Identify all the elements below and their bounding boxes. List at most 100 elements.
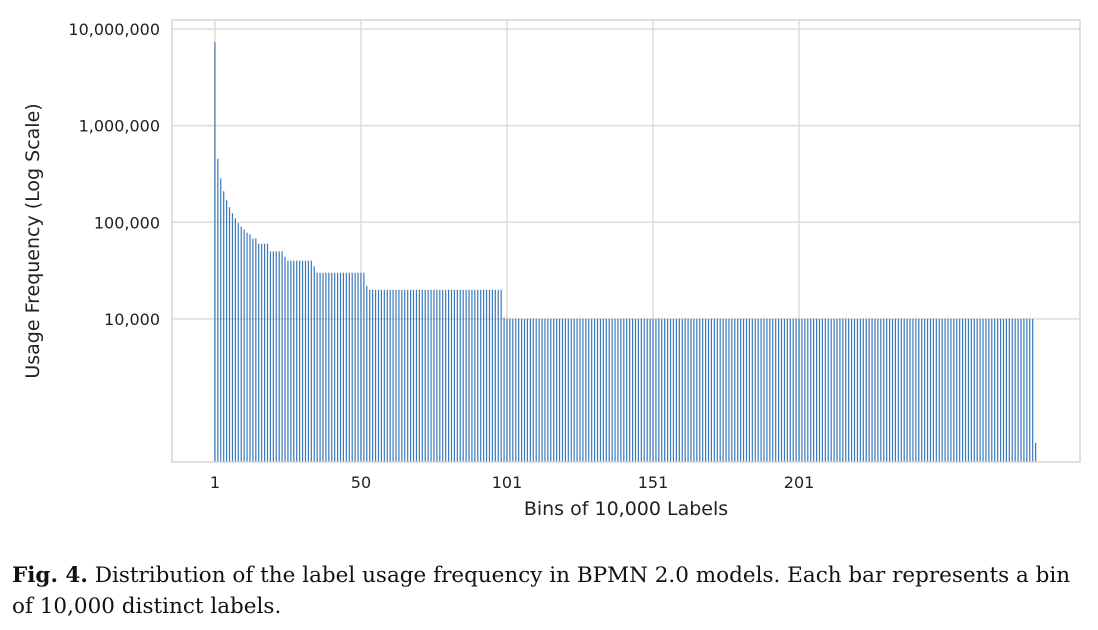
bar-bin-278 (1023, 318, 1025, 462)
y-axis-label: Usage Frequency (Log Scale) (22, 103, 44, 378)
bar-bin-108 (526, 318, 529, 462)
bar-bin-218 (848, 318, 850, 462)
bar-bin-120 (561, 318, 564, 462)
bar-bin-235 (897, 318, 899, 462)
bar-bin-121 (564, 318, 566, 462)
bar-bin-142 (626, 318, 628, 462)
bar-bin-112 (538, 318, 540, 462)
bar-bin-140 (620, 318, 622, 462)
bar-bin-64 (398, 289, 400, 462)
bar-bin-146 (637, 318, 640, 462)
bar-bin-165 (693, 318, 695, 462)
bar-bin-255 (956, 318, 958, 462)
bar-bin-135 (605, 318, 607, 462)
bar-bin-111 (535, 318, 537, 462)
bar-bin-32 (304, 260, 307, 462)
bar-bin-103 (512, 318, 514, 462)
bar-bin-94 (485, 289, 488, 462)
bar-bin-192 (772, 318, 774, 462)
bar-bin-13 (249, 234, 251, 462)
bar-bin-179 (734, 318, 736, 462)
bar-bin-21 (272, 251, 274, 462)
bar-bin-26 (287, 260, 289, 462)
bar-bin-201 (798, 318, 800, 462)
bar-bin-267 (991, 318, 993, 462)
bar-bin-70 (415, 289, 418, 462)
bar-bin-280 (1029, 318, 1031, 462)
bar-bin-96 (491, 289, 493, 462)
bar-bin-123 (570, 318, 572, 462)
bar-bin-223 (862, 318, 864, 462)
bar-bin-29 (296, 260, 298, 462)
bar-bin-76 (433, 289, 435, 462)
bar-bin-246 (929, 318, 932, 462)
bar-bin-167 (699, 318, 701, 462)
bar-bin-63 (395, 289, 397, 462)
bar-bin-181 (740, 318, 742, 462)
bar-bin-141 (623, 318, 625, 462)
bar-bin-55 (372, 289, 374, 462)
bar-bin-115 (547, 318, 549, 462)
bar-bin-176 (725, 318, 727, 462)
y-tick-label: 1,000,000 (79, 117, 160, 136)
bar-bin-199 (792, 318, 794, 462)
bar-bin-79 (442, 289, 444, 462)
bar-bin-231 (886, 318, 888, 462)
bar-bin-65 (401, 289, 403, 462)
bar-bin-162 (684, 318, 686, 462)
bar-bin-220 (853, 318, 856, 462)
x-axis-label: Bins of 10,000 Labels (524, 498, 728, 520)
bar-bin-205 (810, 318, 812, 462)
bar-bin-35 (313, 266, 315, 462)
bar-bin-252 (947, 318, 949, 462)
bar-bin-180 (737, 318, 739, 462)
bar-bin-2 (217, 158, 219, 463)
bar-bin-219 (851, 318, 853, 462)
bar-bin-164 (690, 318, 692, 462)
bar-bin-30 (299, 260, 301, 462)
bar-bin-88 (468, 289, 470, 462)
bar-bin-166 (696, 318, 698, 462)
bar-bin-31 (301, 260, 304, 462)
bar-bin-279 (1026, 318, 1028, 462)
bar-bin-74 (427, 289, 429, 462)
bar-bin-56 (374, 289, 377, 462)
bar-bin-117 (553, 318, 555, 462)
bar-bin-83 (453, 289, 456, 462)
bar-bin-269 (997, 318, 999, 462)
bar-bin-225 (868, 318, 870, 462)
bar-bin-216 (842, 318, 844, 462)
bar-bin-24 (281, 251, 283, 462)
bar-bin-232 (888, 318, 891, 462)
bar-bin-138 (614, 318, 616, 462)
bar-bin-137 (611, 318, 613, 462)
bar-bin-228 (877, 318, 879, 462)
bar-bin-133 (599, 318, 602, 462)
bar-bin-190 (766, 318, 768, 462)
bar-bin-233 (891, 318, 894, 462)
bar-bin-174 (719, 318, 721, 462)
bar-bin-114 (544, 318, 546, 462)
bar-bin-155 (664, 318, 666, 462)
bar-bin-105 (518, 318, 520, 462)
bar-bin-22 (275, 251, 277, 462)
bar-bin-222 (859, 318, 861, 462)
bar-bin-68 (410, 289, 412, 462)
bar-bin-106 (520, 318, 523, 462)
bar-bin-262 (976, 318, 978, 462)
bar-bin-69 (412, 289, 415, 462)
bar-bin-159 (675, 318, 677, 462)
bar-bin-172 (713, 318, 715, 462)
bar-bin-224 (865, 318, 867, 462)
bar-bin-273 (1008, 318, 1010, 462)
bar-bin-49 (354, 272, 356, 462)
bar-bin-147 (640, 318, 642, 462)
bar-bin-204 (807, 318, 809, 462)
bar-bin-99 (500, 289, 502, 462)
bar-bin-136 (608, 318, 610, 462)
bar-bin-78 (439, 289, 441, 462)
bar-bin-264 (982, 318, 984, 462)
bar-bin-44 (339, 272, 342, 462)
bar-bin-27 (290, 260, 292, 462)
bar-bin-101 (506, 318, 508, 462)
